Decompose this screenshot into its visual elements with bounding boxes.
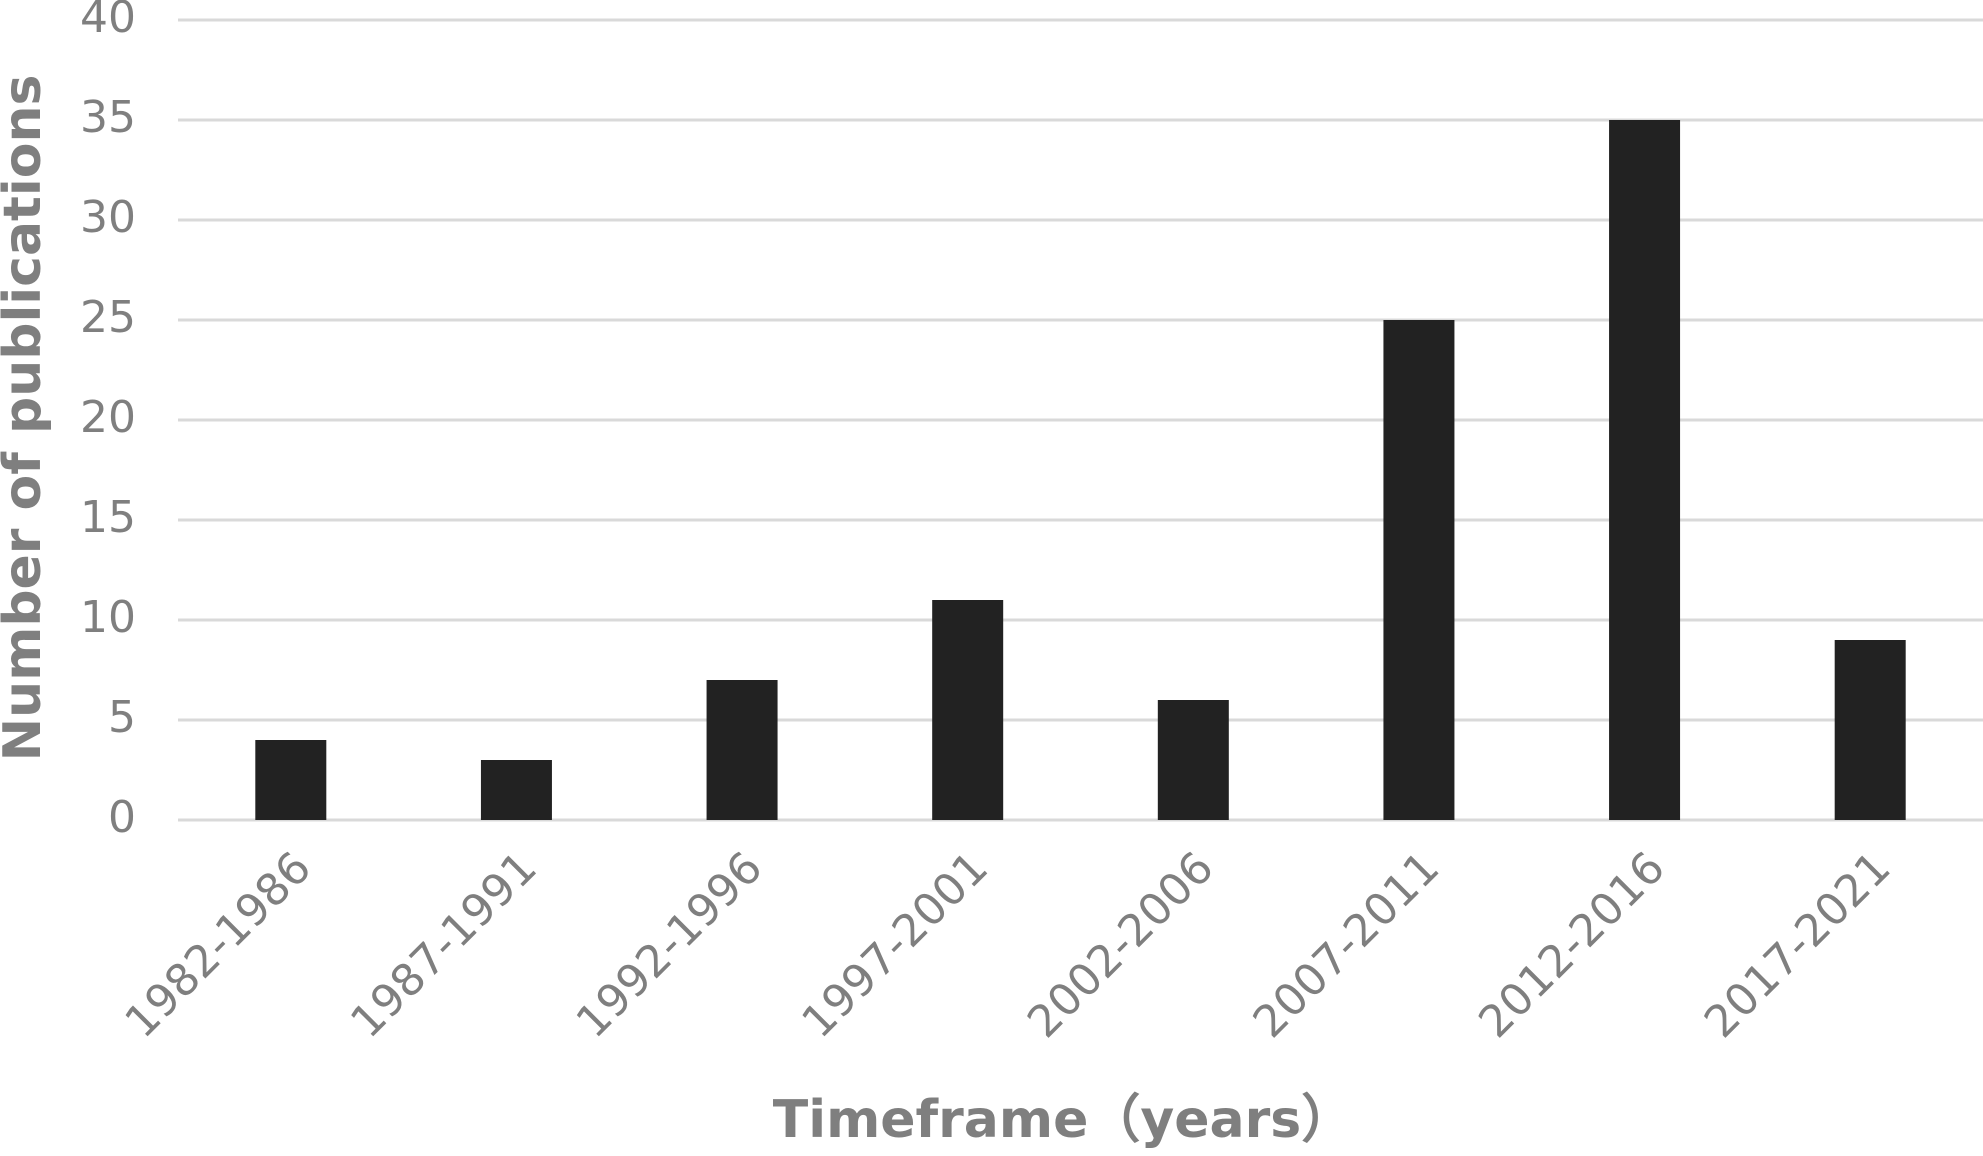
bar — [706, 680, 778, 820]
y-tick-label: 0 — [108, 792, 136, 843]
y-tick-label: 10 — [80, 592, 136, 643]
y-tick-label: 20 — [80, 392, 136, 443]
x-tick-label: 2007-2011 — [1244, 842, 1450, 1048]
x-tick-label: 1997-2001 — [792, 842, 998, 1048]
x-tick-label: 1987-1991 — [341, 842, 547, 1048]
bar — [255, 740, 327, 820]
y-tick-label: 40 — [80, 0, 136, 43]
y-axis-title: Number of publications — [0, 75, 53, 762]
bar — [1834, 640, 1906, 820]
x-tick-label: 2002-2006 — [1018, 842, 1224, 1048]
y-tick-label: 35 — [80, 92, 136, 143]
bar — [480, 760, 552, 820]
bar — [1157, 700, 1229, 820]
x-axis-title: Timeframe（years） — [773, 1090, 1353, 1150]
y-tick-label: 30 — [80, 192, 136, 243]
bar — [932, 600, 1004, 820]
y-tick-label: 5 — [108, 692, 136, 743]
x-tick-label: 2017-2021 — [1695, 842, 1901, 1048]
bar — [1609, 120, 1681, 820]
x-tick-label: 1992-1996 — [567, 842, 773, 1048]
x-tick-label: 2012-2016 — [1469, 842, 1675, 1048]
y-tick-label: 15 — [80, 492, 136, 543]
y-tick-label: 25 — [80, 292, 136, 343]
bar — [1383, 320, 1455, 820]
x-tick-label: 1982-1986 — [115, 842, 321, 1048]
